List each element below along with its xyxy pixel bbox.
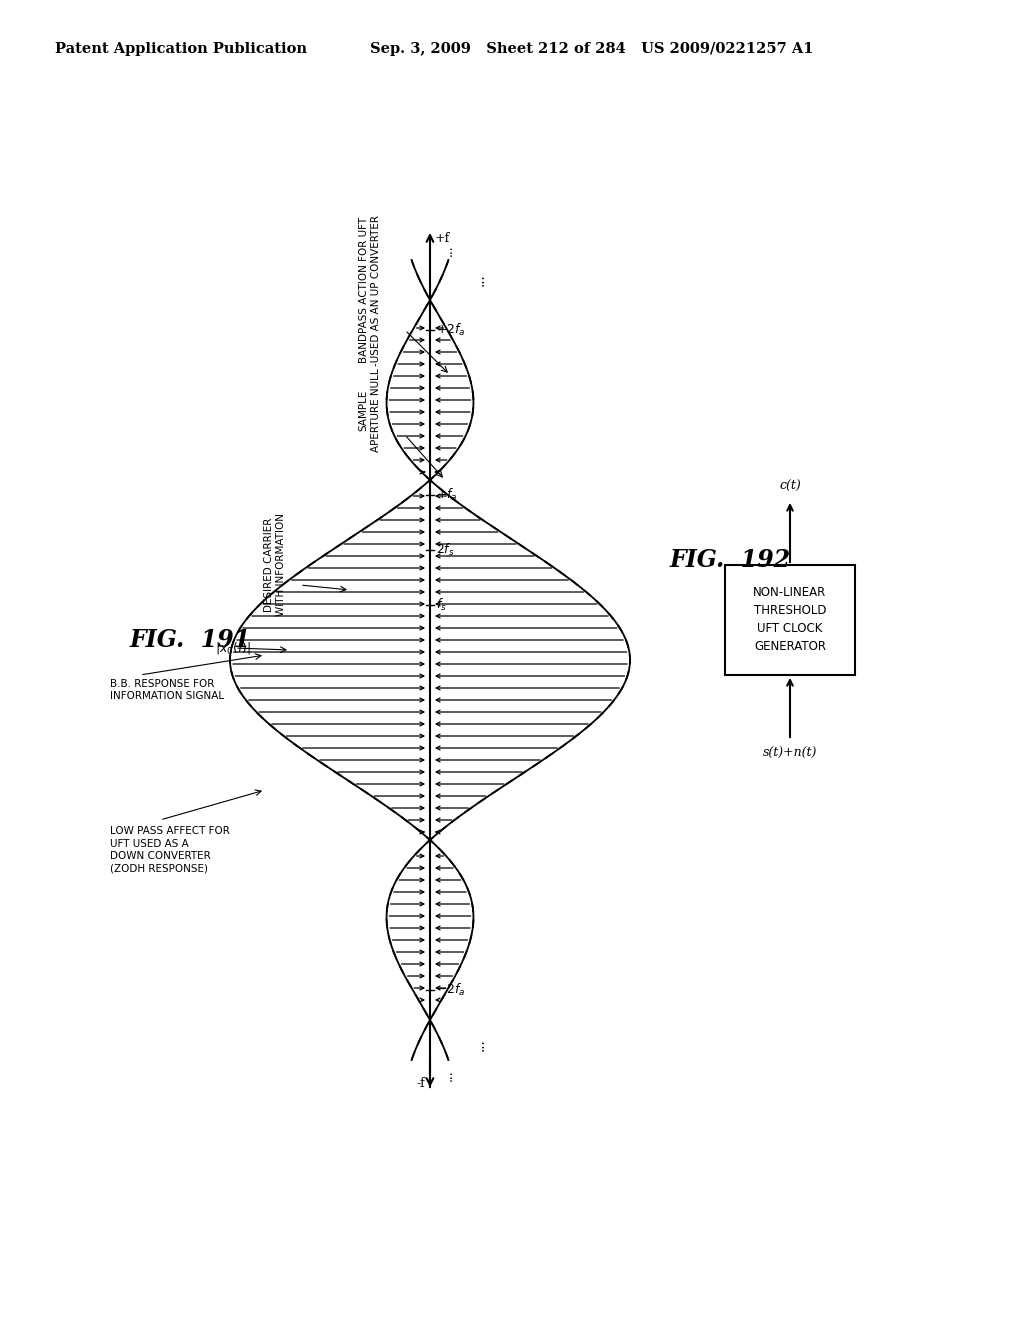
Text: LOW PASS AFFECT FOR
UFT USED AS A
DOWN CONVERTER
(ZODH RESPONSE): LOW PASS AFFECT FOR UFT USED AS A DOWN C… (110, 826, 229, 874)
Text: $|x_0(f)|$: $|x_0(f)|$ (215, 640, 251, 656)
FancyBboxPatch shape (725, 565, 855, 675)
Text: $-2f_a$: $-2f_a$ (436, 982, 466, 998)
Text: $+2f_a$: $+2f_a$ (436, 322, 466, 338)
Text: BANDPASS ACTION FOR UFT
-USED AS AN UP CONVERTER: BANDPASS ACTION FOR UFT -USED AS AN UP C… (358, 214, 381, 366)
Text: $2f_s$: $2f_s$ (436, 543, 455, 558)
Text: s(t)+n(t): s(t)+n(t) (763, 747, 817, 760)
Text: +f: +f (435, 232, 451, 246)
Text: ...: ... (442, 1069, 455, 1081)
Text: -f: -f (416, 1077, 425, 1090)
Text: B.B. RESPONSE FOR
INFORMATION SIGNAL: B.B. RESPONSE FOR INFORMATION SIGNAL (110, 678, 224, 701)
Text: ...: ... (473, 273, 487, 286)
Text: Patent Application Publication: Patent Application Publication (55, 42, 307, 55)
Text: Sep. 3, 2009   Sheet 212 of 284   US 2009/0221257 A1: Sep. 3, 2009 Sheet 212 of 284 US 2009/02… (370, 42, 813, 55)
Text: $+f_a$: $+f_a$ (436, 487, 458, 503)
Text: SAMPLE
APERTURE NULL: SAMPLE APERTURE NULL (358, 368, 381, 451)
Text: $f_s$: $f_s$ (436, 597, 446, 612)
Text: ...: ... (473, 1039, 487, 1051)
Text: FIG.  191: FIG. 191 (130, 628, 251, 652)
Text: FIG.  192: FIG. 192 (670, 548, 792, 572)
Text: NON-LINEAR
THRESHOLD
UFT CLOCK
GENERATOR: NON-LINEAR THRESHOLD UFT CLOCK GENERATOR (754, 586, 826, 653)
Text: DESIRED CARRIER
WITH INFORMATION: DESIRED CARRIER WITH INFORMATION (264, 513, 286, 616)
Text: ...: ... (442, 244, 455, 256)
Text: c(t): c(t) (779, 480, 801, 492)
